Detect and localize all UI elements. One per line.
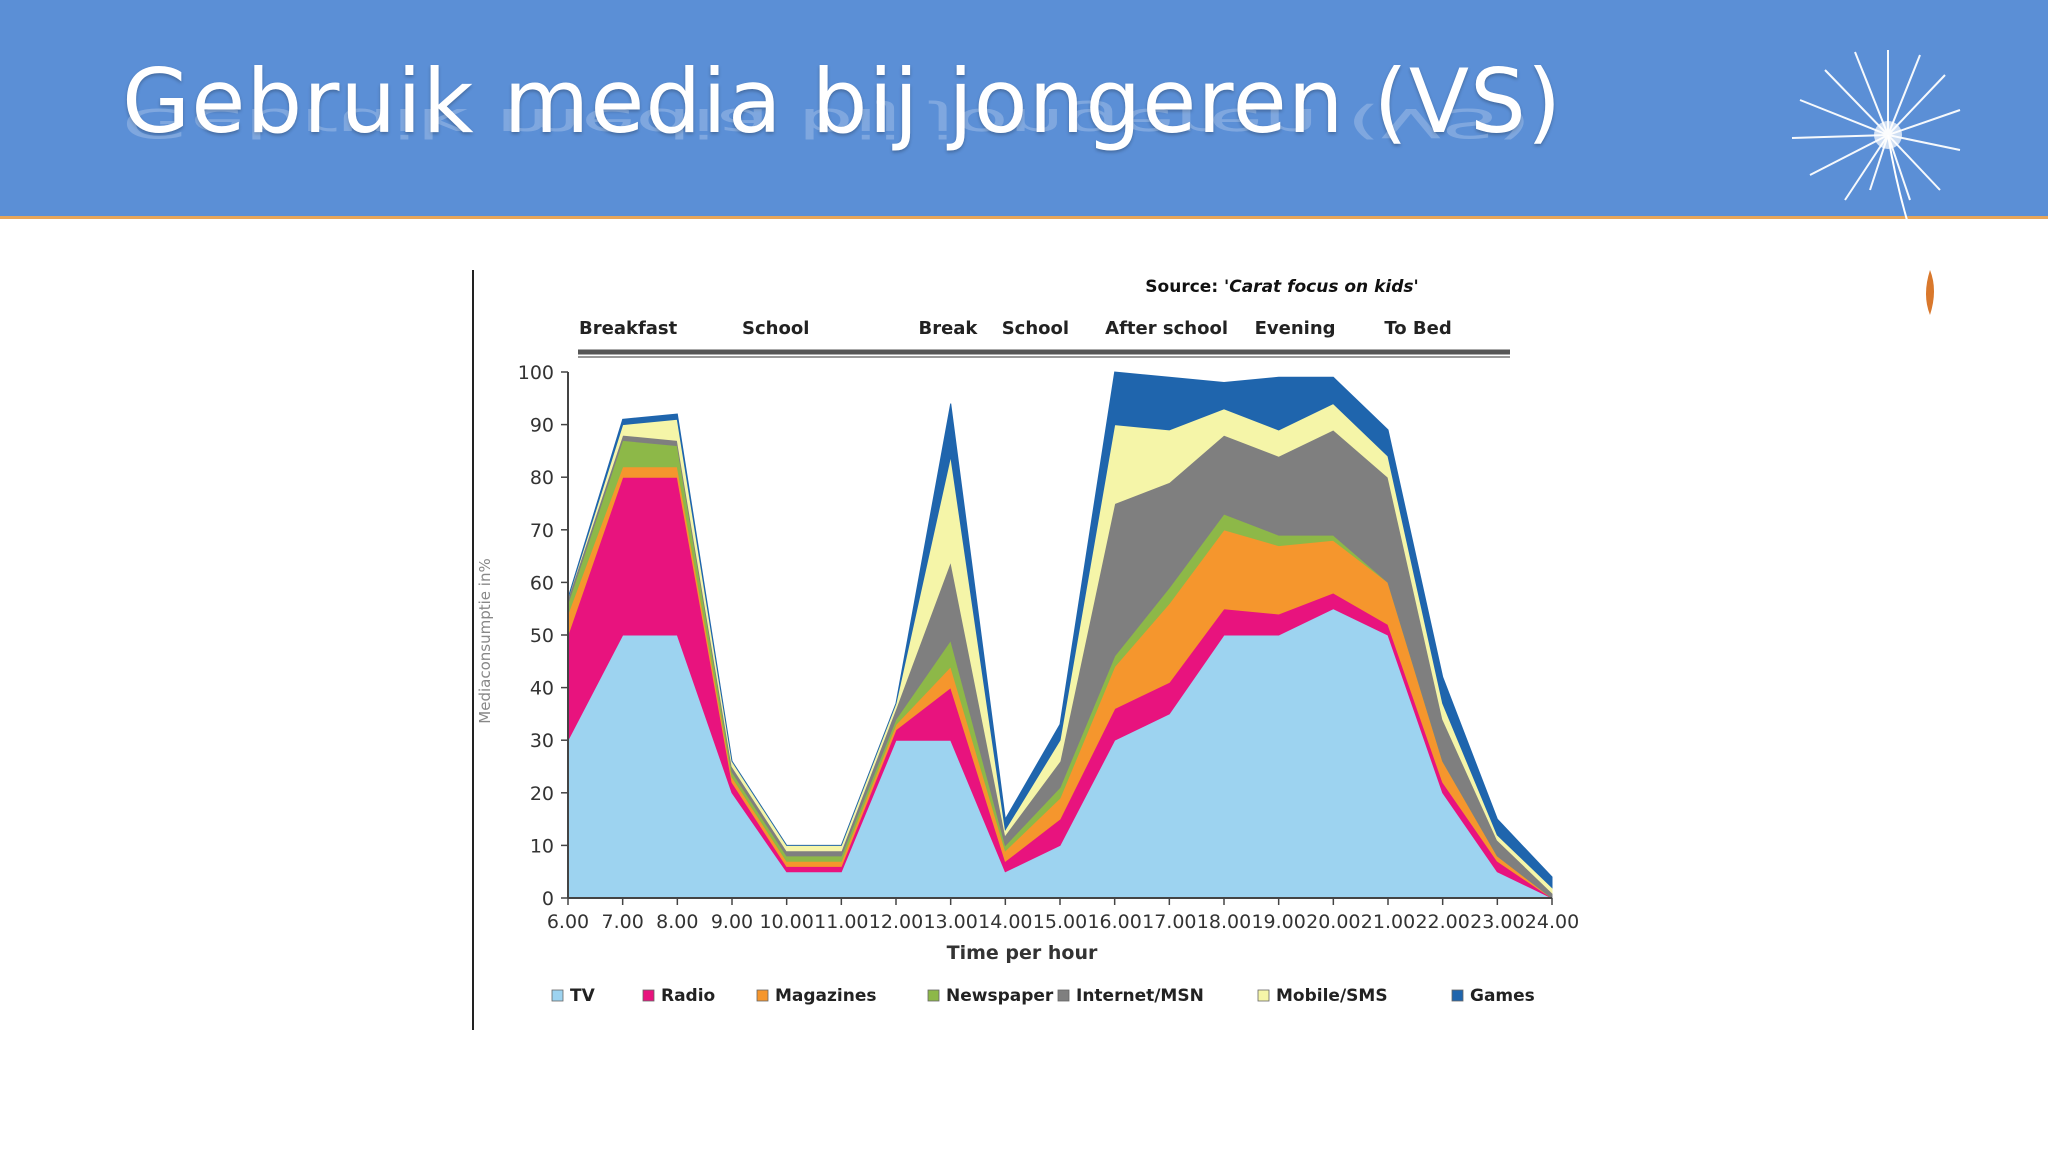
y-axis-label: Mediaconsumptie in% [476, 558, 494, 723]
x-tick-label: 22.00 [1415, 911, 1469, 933]
x-tick-label: 16.00 [1087, 911, 1141, 933]
legend-label: TV [570, 986, 596, 1006]
x-tick-label: 20.00 [1306, 911, 1360, 933]
chart-source: Source: 'Carat focus on kids' [1145, 277, 1418, 297]
y-tick-label: 30 [530, 730, 554, 752]
x-tick-label: 23.00 [1470, 911, 1524, 933]
phase-label: School [742, 318, 809, 339]
area-series-games [567, 371, 1553, 889]
legend-label: Mobile/SMS [1276, 986, 1388, 1006]
legend-label: Magazines [775, 986, 877, 1006]
y-tick-label: 90 [530, 415, 554, 437]
phase-label: After school [1105, 318, 1228, 339]
legend-label: Internet/MSN [1076, 986, 1204, 1006]
x-tick-label: 24.00 [1525, 911, 1579, 933]
y-tick-label: 80 [530, 467, 554, 489]
y-tick-label: 10 [530, 835, 554, 857]
x-tick-label: 18.00 [1197, 911, 1251, 933]
y-tick-label: 100 [518, 362, 554, 384]
x-tick-label: 8.00 [656, 911, 698, 933]
x-tick-label: 15.00 [1033, 911, 1087, 933]
y-axis-ticks: 0 10 20 30 40 50 60 70 80 90 100 [518, 362, 568, 910]
phase-label: Break [918, 318, 978, 339]
x-axis-label: Time per hour [947, 942, 1098, 964]
phase-label: Breakfast [579, 318, 678, 339]
x-tick-label: 12.00 [869, 911, 923, 933]
phase-labels: Breakfast School Break School After school Ev… [579, 318, 1452, 339]
legend-label: Newspaper [946, 986, 1054, 1006]
x-tick-label: 9.00 [711, 911, 753, 933]
legend-swatch [551, 989, 564, 1002]
y-tick-label: 0 [542, 888, 554, 910]
x-tick-label: 21.00 [1361, 911, 1415, 933]
x-tick-label: 6.00 [547, 911, 589, 933]
legend-label: Games [1470, 986, 1535, 1006]
x-tick-label: 17.00 [1142, 911, 1196, 933]
x-tick-label: 13.00 [923, 911, 977, 933]
legend-swatch [1257, 989, 1270, 1002]
y-tick-label: 20 [530, 783, 554, 805]
stacked-area-chart: Source: 'Carat focus on kids' Breakfast S… [472, 270, 1579, 1030]
legend-swatch [1451, 989, 1464, 1002]
legend-label: Radio [661, 986, 715, 1006]
x-axis-ticks: 6.00 7.00 8.00 9.00 10.00 11.00 12.00 13.00 14.0… [547, 898, 1579, 933]
y-tick-label: 70 [530, 520, 554, 542]
y-tick-label: 40 [530, 678, 554, 700]
y-tick-label: 50 [530, 625, 554, 647]
legend-swatch [1057, 989, 1070, 1002]
phase-label: School [1002, 318, 1069, 339]
x-tick-label: 19.00 [1251, 911, 1305, 933]
legend-swatch [927, 989, 940, 1002]
title-banner: Gebruik media bij jongeren (VS) Gebruik … [0, 0, 2048, 219]
dandelion-seed-icon [1791, 50, 1961, 315]
legend-swatch [642, 989, 655, 1002]
x-tick-label: 10.00 [759, 911, 813, 933]
x-tick-label: 14.00 [978, 911, 1032, 933]
phase-label: Evening [1255, 318, 1336, 339]
slide-title: Gebruik media bij jongeren (VS) [122, 50, 1563, 153]
phase-label: To Bed [1384, 318, 1451, 339]
legend-swatch [756, 989, 769, 1002]
chart-legend: TV Radio Magazines Newspaper Internet/MSN Mob… [551, 986, 1535, 1006]
area-series-group [567, 371, 1553, 900]
x-tick-label: 7.00 [602, 911, 644, 933]
x-tick-label: 11.00 [814, 911, 868, 933]
y-tick-label: 60 [530, 572, 554, 594]
